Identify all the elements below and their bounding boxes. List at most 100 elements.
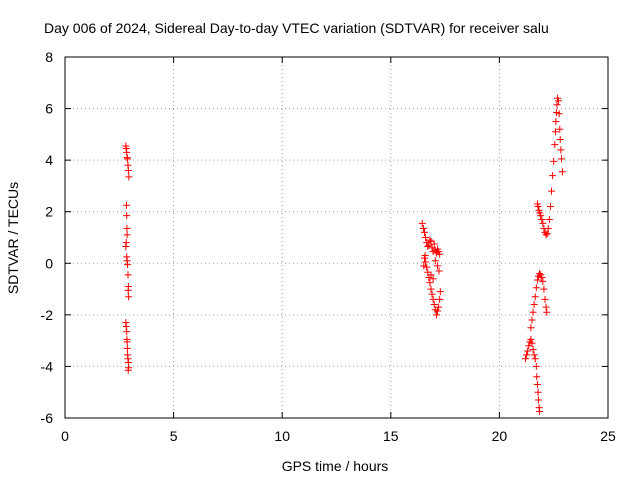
data-point-plus — [534, 396, 542, 404]
data-point-plus — [429, 275, 437, 283]
x-tick-label: 5 — [170, 428, 178, 444]
data-point-plus — [422, 258, 430, 266]
data-point-plus — [530, 351, 538, 359]
data-point-plus — [539, 277, 547, 285]
data-point-plus — [123, 338, 131, 346]
data-point-plus — [533, 373, 541, 381]
data-point-plus — [123, 328, 131, 336]
data-point-plus — [432, 311, 440, 319]
chart-title: Day 006 of 2024, Sidereal Day-to-day VTE… — [44, 20, 549, 36]
data-point-plus — [124, 261, 132, 269]
y-tick-label: -6 — [41, 410, 54, 426]
data-point-plus — [553, 101, 561, 109]
data-point-plus — [556, 125, 564, 133]
data-point-plus — [421, 252, 429, 260]
y-tick-label: 2 — [45, 204, 53, 220]
data-point-plus — [530, 301, 538, 309]
data-point-plus — [436, 250, 444, 258]
data-point-plus — [536, 408, 544, 416]
data-point-plus — [429, 295, 437, 303]
data-point-plus — [552, 117, 560, 125]
y-tick-label: 4 — [45, 152, 53, 168]
data-point-plus — [531, 293, 539, 301]
data-point-plus — [543, 230, 551, 238]
data-point-plus — [435, 303, 443, 311]
data-point-plus — [531, 355, 539, 363]
x-tick-label: 20 — [492, 428, 508, 444]
data-point-plus — [555, 110, 563, 118]
y-tick-label: 6 — [45, 101, 53, 117]
data-point-plus — [424, 243, 432, 251]
data-point-plus — [534, 203, 542, 211]
data-point-plus — [433, 262, 441, 270]
data-point-plus — [124, 271, 132, 279]
data-point-plus — [124, 166, 132, 174]
data-point-plus — [420, 228, 428, 236]
data-point-plus — [540, 285, 548, 293]
grid-lines — [65, 57, 608, 418]
data-point-plus — [558, 168, 566, 176]
data-point-plus — [124, 155, 132, 163]
data-point-plus — [124, 286, 132, 294]
data-point-plus — [428, 290, 436, 298]
axis-ticks: 0 5 10 15 20 25 -6 -4 -2 0 2 4 6 8 — [41, 49, 616, 444]
plot-border — [64, 56, 609, 419]
data-point-plus — [124, 366, 132, 374]
data-point-plus — [551, 141, 559, 149]
y-tick-label: 0 — [45, 255, 53, 271]
x-axis-label: GPS time / hours — [282, 458, 389, 474]
x-tick-label: 15 — [383, 428, 399, 444]
data-point-plus — [533, 380, 541, 388]
data-point-plus — [541, 295, 549, 303]
data-point-plus — [426, 236, 434, 244]
x-tick-label: 0 — [61, 428, 69, 444]
data-point-plus — [427, 271, 435, 279]
data-point-plus — [549, 172, 557, 180]
data-point-plus — [122, 201, 130, 209]
data-point-plus — [548, 187, 556, 195]
data-point-plus — [558, 155, 566, 163]
data-points — [122, 94, 566, 416]
data-point-plus — [527, 335, 535, 343]
data-point-plus — [125, 173, 133, 181]
data-point-plus — [545, 215, 553, 223]
data-point-plus — [523, 351, 531, 359]
data-point-plus — [430, 301, 438, 309]
data-point-plus — [534, 388, 542, 396]
data-point-plus — [532, 362, 540, 370]
data-point-plus — [546, 203, 554, 211]
data-point-plus — [122, 243, 130, 251]
data-point-plus — [543, 308, 551, 316]
data-point-plus — [537, 212, 545, 220]
data-point-plus — [433, 307, 441, 315]
data-point-plus — [536, 270, 544, 278]
data-point-plus — [524, 347, 532, 355]
data-point-plus — [426, 279, 434, 287]
x-tick-label: 25 — [600, 428, 616, 444]
data-point-plus — [529, 346, 537, 354]
data-point-plus — [123, 231, 131, 239]
data-point-plus — [436, 295, 444, 303]
y-tick-label: -4 — [41, 358, 54, 374]
data-point-plus — [123, 212, 131, 220]
y-tick-label: 8 — [45, 49, 53, 65]
data-point-plus — [435, 267, 443, 275]
data-point-plus — [431, 257, 439, 265]
data-point-plus — [542, 231, 550, 239]
data-point-plus — [422, 234, 430, 241]
data-point-plus — [544, 224, 552, 232]
data-point-plus — [557, 146, 565, 154]
y-tick-label: -2 — [41, 307, 54, 323]
data-point-plus — [556, 136, 564, 144]
data-point-plus — [521, 355, 529, 363]
data-point-plus — [418, 219, 426, 227]
data-point-plus — [528, 339, 536, 347]
data-point-plus — [123, 224, 131, 232]
data-point-plus — [532, 284, 540, 292]
x-tick-label: 10 — [274, 428, 290, 444]
data-point-plus — [527, 324, 535, 332]
data-point-plus — [550, 157, 558, 165]
data-point-plus — [542, 303, 550, 311]
data-point-plus — [551, 128, 559, 136]
